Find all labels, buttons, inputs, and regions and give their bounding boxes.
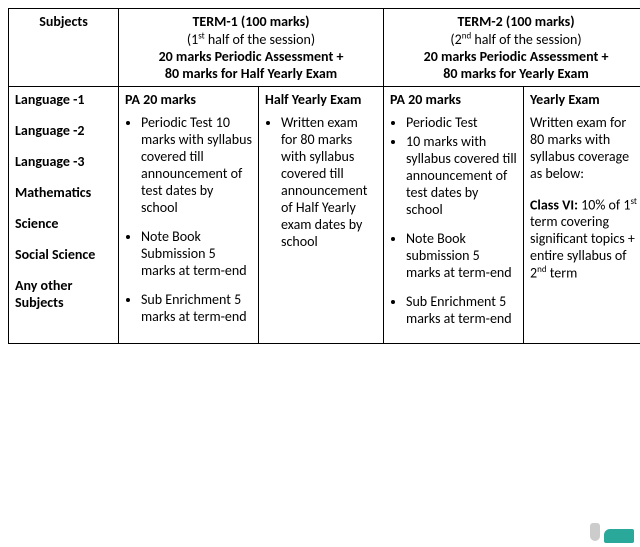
subjects-label: Subjects [39, 13, 88, 30]
assessment-table: Subjects TERM-1 (100 marks) (1st half of… [8, 8, 640, 344]
subject-item: Social Science [15, 246, 112, 263]
term2-pa-bullet: 10 marks with syllabus covered till anno… [406, 133, 517, 218]
term1-pa-bullet: Note Book Submission 5 marks at term-end [141, 228, 252, 279]
term1-pa-head: PA 20 marks [125, 91, 252, 108]
term2-exam-p1: Written exam for 80 marks with syllabus … [530, 114, 640, 182]
term2-exam-p2: Class VI: 10% of 1st term covering signi… [530, 196, 640, 282]
header-subjects: Subjects [9, 9, 119, 87]
subject-item: Language -1 [15, 91, 112, 108]
term2-title: TERM-2 (100 marks) [457, 13, 574, 30]
term2-line2: 20 marks Periodic Assessment + [424, 48, 609, 65]
term1-title: TERM-1 (100 marks) [192, 13, 309, 30]
term1-line3: 80 marks for Half Yearly Exam [165, 65, 337, 82]
term2-pa-head: PA 20 marks [390, 91, 517, 108]
term1-exam-bullet: Written exam for 80 marks with syllabus … [281, 114, 377, 250]
subject-item: Language -3 [15, 153, 112, 170]
subject-item: Mathematics [15, 184, 112, 201]
term2-exam-cell: Yearly Exam Written exam for 80 marks wi… [524, 86, 640, 343]
term1-exam-head: Half Yearly Exam [265, 91, 377, 108]
header-term1: TERM-1 (100 marks) (1st half of the sess… [119, 9, 384, 87]
class6-label: Class VI: [530, 196, 578, 213]
term1-pa-bullet: Periodic Test 10 marks with syllabus cov… [141, 114, 252, 216]
subjects-cell: Language -1 Language -2 Language -3 Math… [9, 86, 119, 343]
subject-item: Science [15, 215, 112, 232]
term2-exam-head: Yearly Exam [530, 91, 640, 108]
term1-exam-cell: Half Yearly Exam Written exam for 80 mar… [259, 86, 384, 343]
corner-decoration [584, 515, 634, 543]
term1-pa-cell: PA 20 marks Periodic Test 10 marks with … [119, 86, 259, 343]
term2-pa-bullet: Note Book submission 5 marks at term-end [406, 230, 517, 281]
term1-sub: (1st half of the session) [187, 31, 315, 48]
header-term2: TERM-2 (100 marks) (2nd half of the sess… [384, 9, 640, 87]
term1-line2: 20 marks Periodic Assessment + [159, 48, 344, 65]
subject-item: Language -2 [15, 122, 112, 139]
term2-sub: (2nd half of the session) [450, 31, 581, 48]
term2-pa-bullet: Sub Enrichment 5 marks at term-end [406, 293, 517, 327]
term1-pa-bullet: Sub Enrichment 5 marks at term-end [141, 291, 252, 325]
term2-pa-bullet: Periodic Test [406, 114, 517, 131]
term2-pa-cell: PA 20 marks Periodic Test 10 marks with … [384, 86, 524, 343]
subject-item: Any other Subjects [15, 277, 112, 311]
term2-line3: 80 marks for Yearly Exam [443, 65, 589, 82]
